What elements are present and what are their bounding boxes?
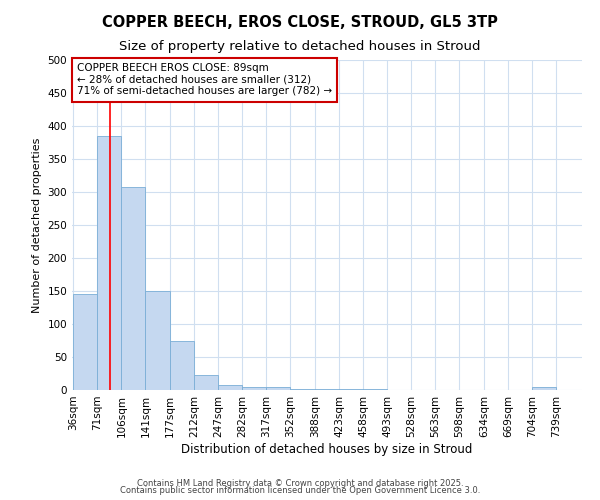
Bar [532,386,556,390]
Text: Contains public sector information licensed under the Open Government Licence 3.: Contains public sector information licen… [120,486,480,495]
Text: COPPER BEECH, EROS CLOSE, STROUD, GL5 3TP: COPPER BEECH, EROS CLOSE, STROUD, GL5 3T… [102,15,498,30]
Bar [73,294,97,390]
Text: COPPER BEECH EROS CLOSE: 89sqm
← 28% of detached houses are smaller (312)
71% of: COPPER BEECH EROS CLOSE: 89sqm ← 28% of … [77,64,332,96]
Bar [242,386,266,390]
Text: Size of property relative to detached houses in Stroud: Size of property relative to detached ho… [119,40,481,53]
X-axis label: Distribution of detached houses by size in Stroud: Distribution of detached houses by size … [181,442,473,456]
Bar [315,388,339,390]
Bar [266,386,290,390]
Bar [145,291,170,390]
Bar [363,388,387,390]
Bar [290,388,315,390]
Y-axis label: Number of detached properties: Number of detached properties [32,138,42,312]
Bar [97,136,121,390]
Bar [170,340,194,390]
Bar [121,186,145,390]
Bar [218,384,242,390]
Text: Contains HM Land Registry data © Crown copyright and database right 2025.: Contains HM Land Registry data © Crown c… [137,478,463,488]
Bar [194,376,218,390]
